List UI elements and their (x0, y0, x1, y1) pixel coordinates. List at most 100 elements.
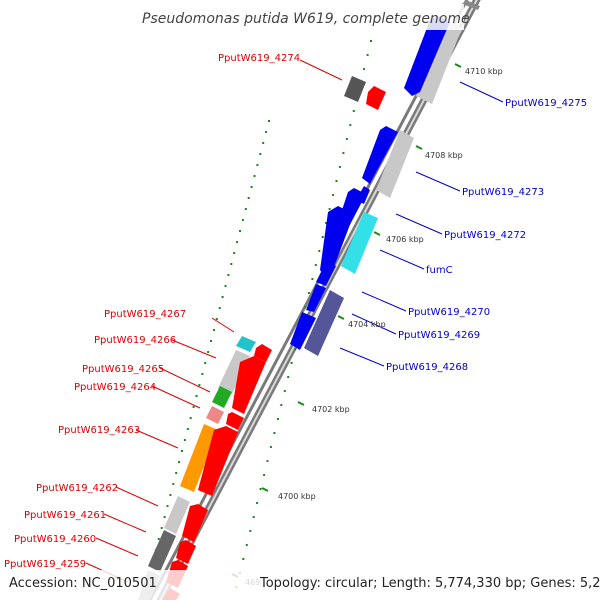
scale-dot (244, 208, 247, 210)
scale-dot (345, 138, 348, 140)
gene-label-PputW619_4267[interactable]: PputW619_4267 (104, 309, 186, 320)
minus-gene-labels: PputW619_4274 PputW619_4267 PputW619_426… (4, 53, 300, 570)
scale-dot (241, 219, 244, 221)
gene-label-PputW619_4274[interactable]: PputW619_4274 (218, 53, 300, 64)
scale-dot (227, 274, 230, 276)
scale-dot (212, 329, 215, 331)
gene-arrow-PputW619_4273[interactable] (362, 126, 398, 184)
scale-dot (290, 362, 293, 364)
scale-dot (181, 450, 183, 452)
gene-label-PputW619_4260[interactable]: PputW619_4260 (14, 534, 96, 545)
cog-bar (376, 130, 414, 198)
scale-dot (266, 460, 269, 462)
scale-dot (192, 406, 195, 408)
cog-bar (344, 76, 366, 102)
gene-arrow-PputW619_4275[interactable] (404, 16, 450, 96)
cog-bar (304, 290, 344, 356)
scale-dot (259, 153, 262, 155)
gene-label-PputW619_4261[interactable]: PputW619_4261 (24, 510, 106, 521)
scale-dot (201, 373, 204, 375)
gene-label-PputW619_4275[interactable]: PputW619_4275 (505, 98, 587, 109)
cog-bar (164, 496, 190, 534)
scale-dot (352, 110, 355, 112)
tick-marks (231, 63, 462, 578)
scale-dot (175, 472, 178, 474)
scale-dot (256, 502, 259, 504)
tick-label-4708: 4708 kbp (425, 151, 463, 160)
topology-text: Topology: circular; Length: 5,774,330 bp… (259, 576, 600, 591)
scale-dot (245, 544, 248, 546)
gene-arrow-PputW619_4270[interactable] (316, 262, 336, 286)
scale-dot (224, 285, 227, 287)
gene-arrow-PputW619_4261[interactable] (176, 540, 196, 564)
gene-label-PputW619_4270[interactable]: PputW619_4270 (408, 307, 490, 318)
scale-dot (195, 395, 198, 397)
scale-dot (335, 180, 338, 182)
gene-arrow-PputW619_4267[interactable] (254, 344, 272, 362)
scale-dot (273, 432, 276, 434)
scale-dot (311, 278, 314, 280)
scale-dot (249, 530, 252, 532)
scale-dot (207, 351, 210, 353)
scale-dot (189, 417, 192, 419)
scale-dot (363, 68, 366, 70)
scale-dot (253, 175, 256, 177)
scale-dot (239, 230, 241, 232)
gene-label-PputW619_4273[interactable]: PputW619_4273 (462, 187, 544, 198)
scale-dot (169, 494, 172, 496)
scale-dot (166, 505, 169, 507)
scale-dot (304, 306, 307, 308)
scale-dot (183, 439, 186, 441)
gene-arrow-PputW619_4262[interactable] (182, 504, 208, 542)
gene-arrow-PputW619_4269[interactable] (306, 284, 326, 312)
gene-arrow-PputW619_4268[interactable] (290, 312, 316, 350)
cog-bar (416, 20, 462, 104)
gene-label-fumC[interactable]: fumC (426, 265, 453, 276)
scale-dot (236, 241, 239, 243)
gene-arrow-PputW619_4266[interactable] (232, 356, 266, 414)
cog-bar (462, 0, 480, 10)
scale-dot (287, 376, 290, 378)
scale-dot (328, 208, 331, 210)
tick-label-4704: 4704 kbp (348, 320, 386, 329)
scale-dot (321, 236, 324, 238)
gene-label-PputW619_4259[interactable]: PputW619_4259 (4, 559, 86, 570)
scale-dot (218, 307, 221, 309)
scale-dot (233, 252, 236, 254)
scale-dot (294, 348, 297, 350)
cog-bar (341, 212, 378, 274)
gene-label-PputW619_4264[interactable]: PputW619_4264 (74, 382, 156, 393)
gene-arrow-PputW619_4263[interactable] (198, 426, 238, 496)
scale-dot (250, 186, 253, 188)
gene-label-PputW619_4272[interactable]: PputW619_4272 (444, 230, 526, 241)
scale-dot (263, 474, 266, 476)
gene-label-PputW619_4262[interactable]: PputW619_4262 (36, 483, 118, 494)
cog-bar (236, 336, 256, 352)
cog-bar (180, 424, 218, 492)
scale-dot (280, 404, 283, 406)
gene-label-PputW619_4266[interactable]: PputW619_4266 (94, 335, 176, 346)
gene-label-PputW619_4263[interactable]: PputW619_4263 (58, 425, 140, 436)
gene-arrow-fumC[interactable] (320, 206, 354, 278)
scale-dot (370, 40, 372, 42)
scale-dot (366, 54, 369, 56)
scale-dot (230, 263, 233, 265)
scale-dot (262, 142, 265, 144)
gene-arrow-PputW619_4264[interactable] (226, 412, 244, 430)
scale-dot (247, 197, 250, 199)
scale-dot (210, 340, 212, 342)
gene-label-PputW619_4268[interactable]: PputW619_4268 (386, 362, 468, 373)
cog-bar (212, 386, 232, 408)
scale-dot (268, 120, 270, 122)
tick-label-4706: 4706 kbp (386, 235, 424, 244)
scale-dot (283, 390, 286, 392)
gene-label-PputW619_4265[interactable]: PputW619_4265 (82, 364, 164, 375)
gene-label-PputW619_4269[interactable]: PputW619_4269 (398, 330, 480, 341)
gene-arrow-small[interactable] (356, 186, 370, 204)
tick-label-4702: 4702 kbp (312, 405, 350, 414)
scale-dot (318, 250, 321, 252)
leader-lines (85, 59, 504, 583)
gene-arrow-PputW619_4274[interactable] (366, 86, 386, 110)
scale-dot (172, 483, 175, 485)
